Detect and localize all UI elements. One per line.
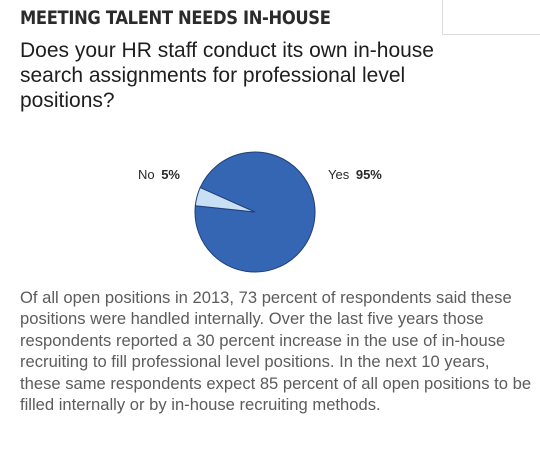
slice-label-no: No 5% bbox=[138, 167, 180, 182]
body-paragraph: Of all open positions in 2013, 73 percen… bbox=[20, 288, 532, 415]
pie-slices bbox=[194, 151, 316, 273]
corner-rule-vertical bbox=[442, 0, 443, 34]
slice-label-yes-value: 95% bbox=[356, 167, 382, 182]
slice-label-no-value: 5% bbox=[161, 167, 180, 182]
slice-label-yes-name: Yes bbox=[328, 167, 350, 182]
pie-slice-no bbox=[194, 186, 256, 213]
survey-question: Does your HR staff conduct its own in-ho… bbox=[20, 39, 434, 112]
section-heading: MEETING TALENT NEEDS IN-HOUSE bbox=[20, 7, 331, 29]
slice-label-no-name: No bbox=[138, 167, 155, 182]
pie-chart: No 5% Yes 95% bbox=[138, 151, 382, 273]
slice-label-yes: Yes 95% bbox=[328, 167, 382, 182]
corner-rule-horizontal bbox=[442, 34, 540, 35]
